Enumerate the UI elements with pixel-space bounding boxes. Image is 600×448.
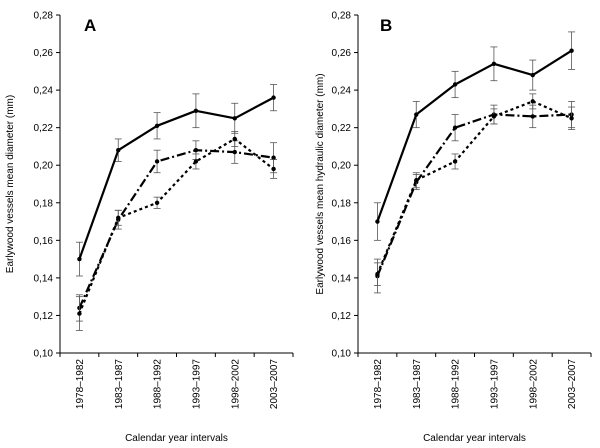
series-line [78, 149, 274, 309]
data-point [271, 95, 276, 100]
data-point [232, 136, 237, 142]
data-point [271, 155, 276, 160]
data-point [154, 123, 160, 128]
y-tick-label: 0,16 [332, 236, 352, 247]
y-tick-label: 0,20 [34, 161, 54, 172]
data-point [154, 200, 160, 205]
data-point [452, 159, 458, 164]
panel-a: 0,10 0,12 0,14 0,16 0,18 0,20 0,22 0,24 0,26 0,28… [5, 11, 294, 444]
data-point [232, 116, 237, 121]
x-tick-label: 1983–1987 [114, 359, 125, 409]
y-tick-label: 0,16 [34, 236, 54, 247]
panel-label: A [84, 16, 96, 35]
x-tick-label: 1993–1997 [191, 359, 202, 409]
x-axis-label: Calendar year intervals [423, 433, 526, 444]
x-tick-label: 1998–2002 [528, 359, 539, 409]
data-point [452, 125, 458, 130]
data-point [193, 159, 199, 164]
y-tick-label: 0,10 [332, 349, 352, 360]
data-point [491, 61, 497, 67]
data-point [193, 148, 199, 153]
data-point [569, 116, 574, 121]
data-point [530, 114, 535, 119]
data-point [116, 148, 121, 153]
data-point [271, 166, 276, 172]
x-axis-label: Calendar year intervals [125, 433, 228, 444]
data-point [452, 82, 458, 87]
y-tick-label: 0,20 [332, 161, 352, 172]
y-tick-label: 0,12 [34, 311, 54, 322]
series-solid [373, 31, 576, 241]
x-tick-label: 1978–1982 [75, 359, 86, 409]
y-tick-label: 0,18 [34, 198, 54, 209]
y-tick-label: 0,14 [34, 273, 54, 284]
y-tick-label: 0,22 [332, 123, 352, 134]
y-tick-label: 0,18 [332, 198, 352, 209]
data-point [491, 114, 497, 119]
data-point [232, 149, 237, 155]
y-tick-label: 0,14 [332, 273, 352, 284]
data-point [154, 159, 160, 164]
series-dotted [75, 131, 278, 331]
panel-b: 0,10 0,12 0,14 0,16 0,18 0,20 0,22 0,24 0,26 0,28… [315, 11, 592, 444]
y-tick-label: 0,24 [34, 86, 54, 97]
x-tick-label: 1983–1987 [412, 359, 423, 409]
series-line [78, 137, 275, 315]
y-axis-label: Earlywood vessels mean hydraulic diamete… [315, 73, 326, 294]
data-point [116, 215, 121, 220]
x-tick-label: 1978–1982 [373, 359, 384, 409]
data-point [375, 271, 380, 277]
x-tick-label: 1993–1997 [489, 359, 500, 409]
data-point [77, 256, 82, 262]
data-point [414, 112, 419, 117]
x-tick-label: 2003–2007 [269, 359, 280, 409]
series-dash-dot [75, 140, 278, 322]
y-axis-label: Earlywood vessels mean diameter (mm) [5, 95, 16, 273]
series-solid [75, 84, 278, 277]
y-tick-label: 0,24 [332, 86, 352, 97]
x-tick-label: 1998–2002 [230, 359, 241, 409]
y-tick-label: 0,26 [332, 48, 352, 59]
y-tick-label: 0,10 [34, 349, 54, 360]
series-dash-dot [373, 100, 576, 294]
x-tick-label: 2003–2007 [567, 359, 578, 409]
y-tick-label: 0,26 [34, 48, 54, 59]
series-line [376, 100, 573, 275]
y-tick-label: 0,28 [332, 11, 352, 22]
data-point [569, 48, 574, 53]
y-tick-label: 0,28 [34, 11, 54, 22]
data-point [414, 178, 419, 183]
data-point [530, 99, 535, 104]
panel-label: B [380, 16, 392, 35]
y-tick-label: 0,12 [332, 311, 352, 322]
data-point [193, 108, 199, 113]
x-tick-label: 1988–1992 [153, 359, 164, 409]
series-line [78, 96, 275, 260]
series-line [376, 113, 572, 277]
series-line [376, 49, 573, 222]
series-dotted [373, 93, 576, 286]
y-tick-label: 0,22 [34, 123, 54, 134]
data-point [530, 72, 535, 78]
data-point [375, 219, 380, 224]
x-tick-label: 1988–1992 [451, 359, 462, 409]
data-point [77, 311, 82, 316]
